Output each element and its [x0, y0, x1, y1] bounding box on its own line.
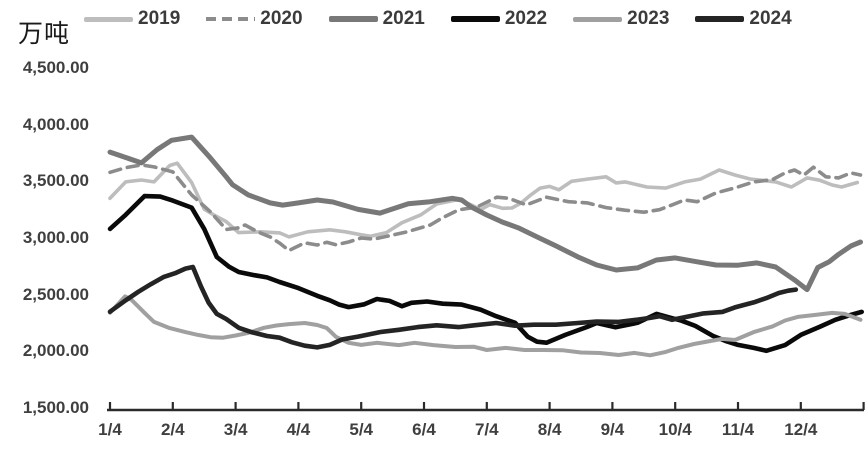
legend-label-2024: 2024	[749, 8, 792, 29]
x-tick-label: 10/4	[658, 420, 692, 439]
legend-item-2020: 2020	[206, 8, 303, 30]
y-tick-label: 3,000.00	[22, 228, 89, 247]
y-axis-unit-label: 万吨	[18, 19, 71, 48]
legend-label-2023: 2023	[627, 8, 670, 29]
y-tick-label: 4,000.00	[22, 114, 89, 134]
legend-label-2020: 2020	[260, 8, 303, 29]
legend-line-swatch-2021	[328, 16, 378, 22]
legend-line-swatch-2022	[450, 16, 500, 22]
x-tick-label: 11/4	[721, 420, 755, 439]
y-tick-label: 2,500.00	[22, 284, 89, 304]
y-tick-label: 4,500.00	[22, 58, 89, 77]
series-line-2021	[107, 134, 863, 293]
x-tick-label: 12/4	[784, 420, 818, 439]
legend-item-2019: 2019	[84, 8, 180, 30]
legend-item-2022: 2022	[450, 8, 548, 30]
series-line-2020	[108, 163, 863, 253]
x-tick-label: 2/4	[160, 420, 185, 439]
x-tick-label: 5/4	[349, 420, 373, 439]
x-tick-label: 4/4	[286, 420, 311, 439]
legend-line-swatch-2024	[695, 16, 745, 22]
chart-legend: 2019 2020 2021 2022 2023 2024	[84, 8, 792, 30]
legend-label-2019: 2019	[138, 8, 181, 29]
legend-item-2023: 2023	[573, 8, 669, 30]
y-tick-label: 1,500.00	[22, 398, 89, 417]
legend-line-swatch-2019	[84, 16, 133, 22]
x-tick-label: 1/4	[98, 420, 122, 439]
legend-label-2021: 2021	[382, 8, 425, 29]
x-tick-label: 8/4	[537, 420, 562, 439]
series-line-2019	[108, 161, 860, 239]
y-tick-label: 3,500.00	[22, 171, 89, 191]
x-tick-label: 3/4	[223, 420, 248, 439]
legend-line-swatch-2023	[573, 16, 623, 22]
legend-item-2021: 2021	[328, 8, 425, 30]
series-line-2024	[107, 264, 799, 350]
x-tick-label: 9/4	[600, 420, 625, 439]
series-line-2022	[107, 193, 865, 354]
legend-label-2022: 2022	[504, 8, 548, 29]
x-tick-label: 7/4	[474, 420, 499, 439]
x-tick-label: 6/4	[412, 420, 436, 439]
series-line-2023	[108, 294, 863, 358]
y-tick-label: 2,000.00	[22, 341, 89, 361]
legend-item-2024: 2024	[695, 8, 792, 30]
legend-line-swatch-2020	[206, 17, 256, 21]
